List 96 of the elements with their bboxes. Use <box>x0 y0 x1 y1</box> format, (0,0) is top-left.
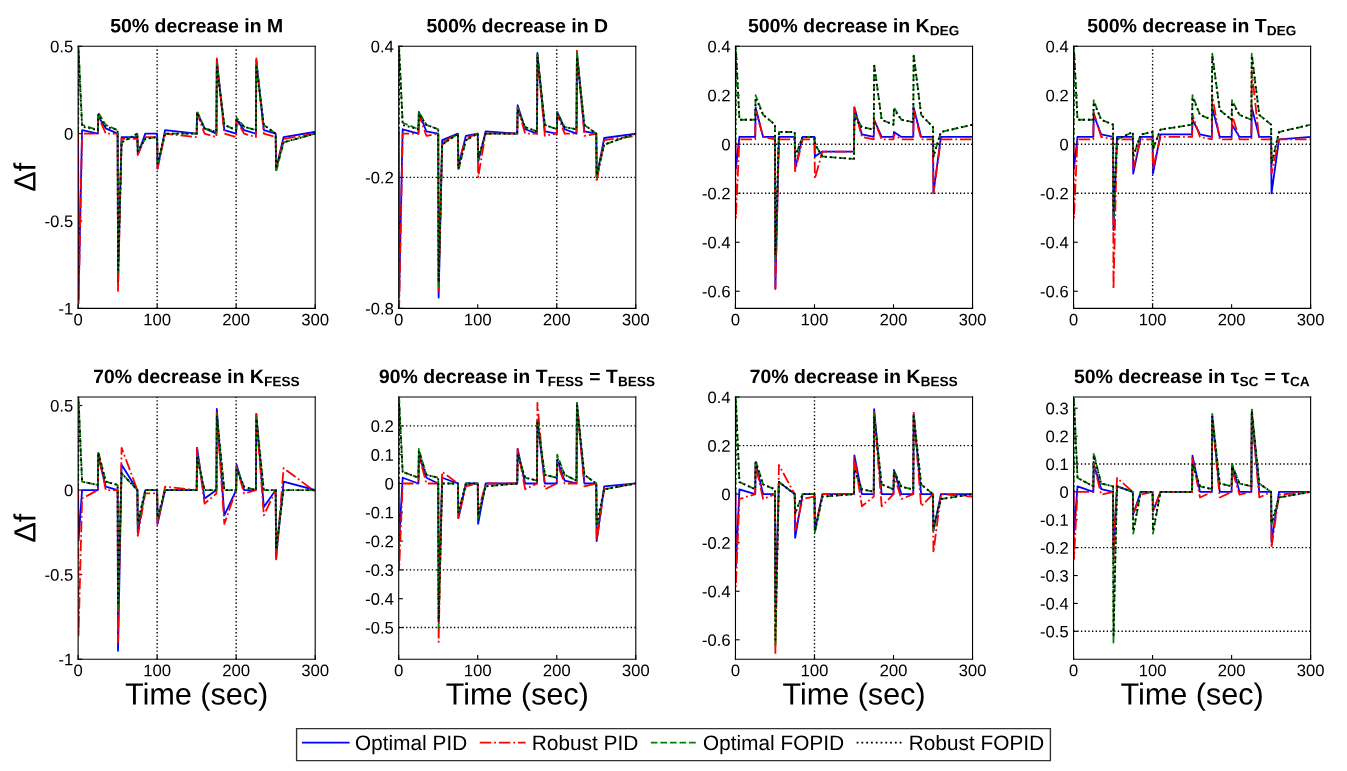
y-tick-label: -0.6 <box>702 285 730 298</box>
y-tick-label: -0.2 <box>702 537 730 549</box>
y-tick-label: -0.2 <box>1040 187 1068 200</box>
y-tick-label: 0.2 <box>1046 89 1068 102</box>
y-tick-label: -0.3 <box>1040 569 1068 582</box>
x-tick-label: 0 <box>1069 313 1078 326</box>
x-tick-label: 200 <box>223 313 250 326</box>
y-tick-label: 0.1 <box>1046 458 1068 471</box>
x-tick-label: 200 <box>880 313 907 326</box>
y-tick-label: -0.5 <box>365 621 394 634</box>
y-tick-label: -0.6 <box>1040 285 1068 298</box>
y-tick-label: 0 <box>1060 138 1069 151</box>
chart-title: 50% decrease in τ$_{SC}$ = τ$_{CA}$ <box>1074 368 1310 387</box>
chart-title: 90% decrease in T$_{FESS}$ = T$_{BESS}$ <box>379 368 655 387</box>
legend-label: Robust PID <box>533 734 638 751</box>
x-tick-label: 0 <box>74 664 83 677</box>
y-tick-label: -0.5 <box>45 569 73 581</box>
chart-title: 50% decrease in M <box>110 18 282 33</box>
y-tick-label: -0.1 <box>1040 514 1068 526</box>
y-tick-label: -1 <box>59 302 73 315</box>
y-tick-label: -0.2 <box>365 535 394 548</box>
x-tick-label: 300 <box>1297 664 1324 677</box>
x-axis-title: Time (sec) <box>1121 682 1262 711</box>
chart-title: 500% decrease in K$_{DEG}$ <box>748 18 959 36</box>
x-tick-label: 100 <box>144 664 171 677</box>
x-tick-label: 100 <box>465 664 491 677</box>
x-tick-label: 200 <box>1218 313 1245 326</box>
x-tick-label: 0 <box>394 664 403 677</box>
chart-title: 500% decrease in T$_{DEG}$ <box>1087 18 1296 36</box>
x-tick-label: 300 <box>1297 313 1324 326</box>
x-tick-label: 100 <box>1139 313 1166 326</box>
y-tick-label: 0.2 <box>708 89 730 102</box>
y-tick-label: -0.4 <box>702 585 731 598</box>
x-tick-label: 100 <box>144 313 171 326</box>
y-tick-label: 0.3 <box>1046 402 1068 415</box>
y-tick-label: 0.4 <box>1046 40 1069 53</box>
x-tick-label: 200 <box>543 664 571 677</box>
y-tick-label: -0.2 <box>1040 542 1068 554</box>
y-tick-label: 0.4 <box>371 40 394 53</box>
y-axis-title: Δf <box>13 513 36 542</box>
y-tick-label: -0.4 <box>1040 236 1069 249</box>
y-tick-label: -0.2 <box>702 187 730 200</box>
y-tick-label: -0.6 <box>702 634 730 646</box>
chart-title: 70% decrease in K$_{BESS}$ <box>750 368 958 387</box>
legend-label: Robust FOPID <box>910 734 1044 751</box>
y-tick-label: 0.2 <box>371 420 394 433</box>
y-tick-label: -0.4 <box>1040 597 1069 610</box>
x-tick-label: 100 <box>801 664 828 677</box>
y-tick-label: 0.2 <box>1046 430 1068 443</box>
x-tick-label: 0 <box>394 313 403 326</box>
y-tick-label: 0 <box>721 138 730 151</box>
chart-title: 70% decrease in K$_{FESS}$ <box>93 368 300 387</box>
x-tick-label: 200 <box>223 664 250 677</box>
y-tick-label: -0.3 <box>365 564 394 577</box>
x-tick-label: 0 <box>731 664 740 677</box>
y-tick-label: 0 <box>385 477 394 490</box>
x-tick-label: 200 <box>880 664 907 677</box>
legend-label: Optimal FOPID <box>703 734 844 755</box>
y-tick-label: 0.2 <box>708 440 730 452</box>
y-tick-label: 0.4 <box>708 40 731 53</box>
y-tick-label: 0 <box>64 128 73 140</box>
x-tick-label: 200 <box>543 313 571 326</box>
y-tick-label: -0.4 <box>365 593 394 605</box>
y-tick-label: -0.1 <box>365 506 394 519</box>
x-tick-label: 100 <box>465 313 491 326</box>
x-axis-title: Time (sec) <box>446 682 587 711</box>
y-tick-label: -0.5 <box>45 215 73 228</box>
y-tick-label: -0.4 <box>702 236 731 249</box>
x-tick-label: 0 <box>731 313 740 326</box>
y-tick-label: 0 <box>721 488 730 501</box>
y-tick-label: 0.4 <box>708 391 731 404</box>
y-axis-title: Δf <box>13 162 36 191</box>
y-tick-label: 0 <box>64 484 73 497</box>
x-tick-label: 300 <box>301 664 329 677</box>
x-tick-label: 300 <box>301 313 329 326</box>
x-tick-label: 0 <box>74 313 83 326</box>
x-axis-title: Time (sec) <box>783 682 924 711</box>
x-tick-label: 300 <box>959 664 986 677</box>
x-tick-label: 0 <box>1069 664 1078 677</box>
y-tick-label: 0.5 <box>50 399 73 412</box>
y-tick-label: -0.8 <box>365 302 394 315</box>
x-tick-label: 100 <box>801 313 828 326</box>
legend-label: Optimal PID <box>355 734 467 755</box>
x-tick-label: 300 <box>622 664 650 677</box>
y-tick-label: -0.5 <box>1040 625 1068 638</box>
x-tick-label: 300 <box>622 313 650 326</box>
x-tick-label: 200 <box>1218 664 1245 677</box>
y-tick-label: -0.2 <box>365 171 394 184</box>
chart-title: 500% decrease in D <box>427 18 608 33</box>
y-tick-label: -1 <box>59 653 73 666</box>
x-tick-label: 300 <box>959 313 986 326</box>
x-axis-title: Time (sec) <box>125 682 267 711</box>
y-tick-label: 0 <box>1060 486 1069 499</box>
y-tick-label: 0.1 <box>371 449 394 461</box>
y-tick-label: 0.5 <box>50 40 73 53</box>
x-tick-label: 100 <box>1139 664 1166 677</box>
